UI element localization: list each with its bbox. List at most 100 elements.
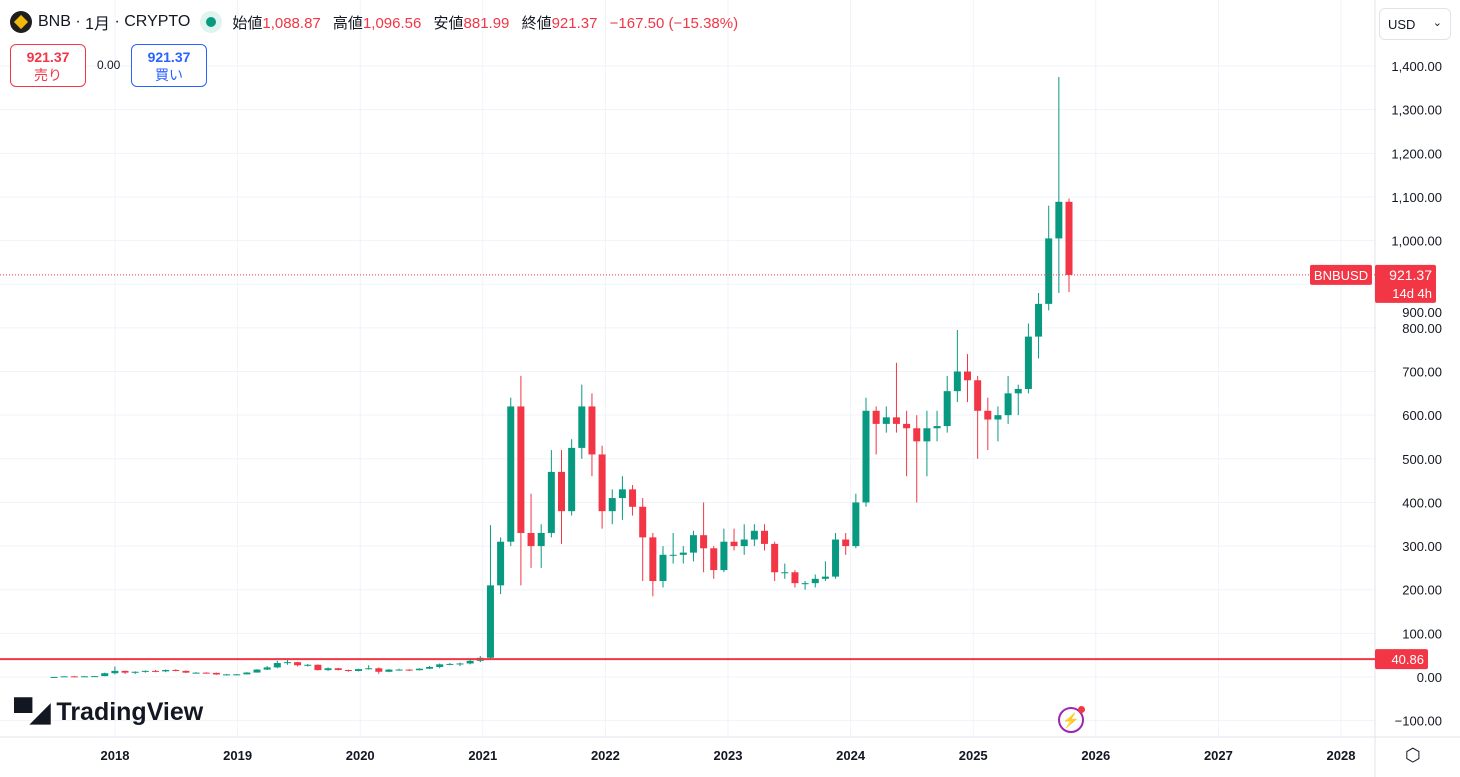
candle-body <box>141 670 149 672</box>
candle-body <box>984 410 992 420</box>
market-status-icon[interactable] <box>200 11 223 33</box>
time-axis-label: 2022 <box>591 748 620 763</box>
candle-body <box>1014 388 1022 394</box>
candle-body <box>568 447 576 512</box>
candle-body <box>892 417 900 424</box>
candle-body <box>913 428 921 442</box>
tv-logo-icon: ▀◢ <box>14 697 50 727</box>
candle-body <box>578 406 586 448</box>
candle-body <box>943 391 951 427</box>
candle-body <box>547 471 555 533</box>
candle-body <box>720 541 728 571</box>
candle-body <box>862 410 870 503</box>
candle-body <box>243 672 251 675</box>
price-axis-label: 1,000.00 <box>1391 234 1442 249</box>
candle-body <box>334 668 342 671</box>
price-axis-label: 1,100.00 <box>1391 190 1442 205</box>
candle-body <box>375 668 383 672</box>
tradingview-logo[interactable]: ▀◢ TradingView <box>14 697 204 727</box>
candle-body <box>953 371 961 392</box>
candle-body <box>1004 393 1012 416</box>
price-axis-label: 400.00 <box>1402 495 1442 510</box>
price-axis-label: 300.00 <box>1402 539 1442 554</box>
candle-body <box>192 672 200 674</box>
last-price-label: 921.37 <box>1389 267 1432 283</box>
candle-body <box>618 489 626 499</box>
interval[interactable]: 1月 <box>85 16 111 33</box>
candle-body <box>537 532 545 547</box>
candle-body <box>304 664 312 666</box>
open-value: 1,088.87 <box>262 14 321 32</box>
candle-body <box>689 535 697 553</box>
candle-body <box>152 670 159 672</box>
ohlc-values: 始値1,088.87 高値1,096.56 安値881.99 終値921.37 … <box>232 14 739 32</box>
time-axis-label: 2026 <box>1081 748 1110 763</box>
candle-body <box>415 668 423 671</box>
symbol-header: BNB · 1月 · CRYPTO 始値1,088.87 高値1,096.56 … <box>10 10 746 34</box>
candle-body <box>70 676 78 678</box>
candle-body <box>436 664 444 667</box>
candle-body <box>253 669 261 673</box>
candle-body <box>649 537 657 581</box>
price-axis-label: 700.00 <box>1402 365 1442 380</box>
candle-body <box>710 548 718 571</box>
settings-icon[interactable]: ⬡ <box>1405 745 1421 765</box>
price-axis-label: 0.00 <box>1417 670 1442 685</box>
time-axis-label: 2020 <box>346 748 375 763</box>
buy-button[interactable]: 921.37 買い <box>131 44 207 87</box>
price-axis-label: 800.00 <box>1402 321 1442 336</box>
candle-body <box>933 426 941 429</box>
candle-body <box>233 674 241 676</box>
candle-body <box>832 539 840 577</box>
time-axis-label: 2027 <box>1204 748 1233 763</box>
candle-body <box>60 676 68 678</box>
candle-body <box>456 663 464 665</box>
candle-body <box>324 668 332 671</box>
symbol-label-bg <box>1310 264 1372 285</box>
candle-body <box>395 669 403 671</box>
sell-button[interactable]: 921.37 売り <box>10 44 86 87</box>
candle-body <box>750 530 758 540</box>
candle-body <box>923 428 931 442</box>
candle-body <box>852 502 860 547</box>
candle-body <box>679 552 687 555</box>
price-axis-label: −100.00 <box>1395 714 1442 729</box>
price-axis-label: 1,400.00 <box>1391 59 1442 74</box>
candle-body <box>629 489 637 507</box>
candle-body <box>111 670 119 674</box>
candle-body <box>882 417 890 424</box>
candle-body <box>558 471 565 512</box>
candle-body <box>1065 201 1073 275</box>
candle-body <box>91 676 99 678</box>
candle-body <box>700 535 708 549</box>
spread: 0.00 <box>97 58 121 72</box>
candle-body <box>771 543 779 573</box>
symbol-name[interactable]: BNB <box>38 13 71 30</box>
candle-body <box>588 406 596 455</box>
time-axis-label: 2023 <box>714 748 743 763</box>
chevron-down-icon: ⌄ <box>1432 17 1442 29</box>
candle-body <box>405 669 413 671</box>
candle-body <box>182 670 190 673</box>
candle-body <box>385 669 393 672</box>
candle-body <box>283 662 291 664</box>
candle-body <box>994 415 1002 420</box>
currency-select[interactable]: USD ⌄ <box>1379 8 1451 40</box>
time-axis-label: 2021 <box>468 748 497 763</box>
candle-body <box>223 674 231 676</box>
exchange: CRYPTO <box>124 13 191 30</box>
candle-body <box>273 663 281 668</box>
candle-body <box>355 669 362 672</box>
candle-body <box>872 410 880 424</box>
candle-body <box>527 532 535 547</box>
candle-body <box>801 583 809 585</box>
lightning-icon[interactable]: ⚡ <box>1058 706 1085 733</box>
price-axis-label: 1,200.00 <box>1391 146 1442 161</box>
candle-body <box>497 541 505 586</box>
candle-body <box>172 670 180 672</box>
candle-body <box>466 660 474 664</box>
candle-body <box>446 663 454 665</box>
candle-body <box>730 541 738 547</box>
time-axis-label: 2024 <box>836 748 866 763</box>
